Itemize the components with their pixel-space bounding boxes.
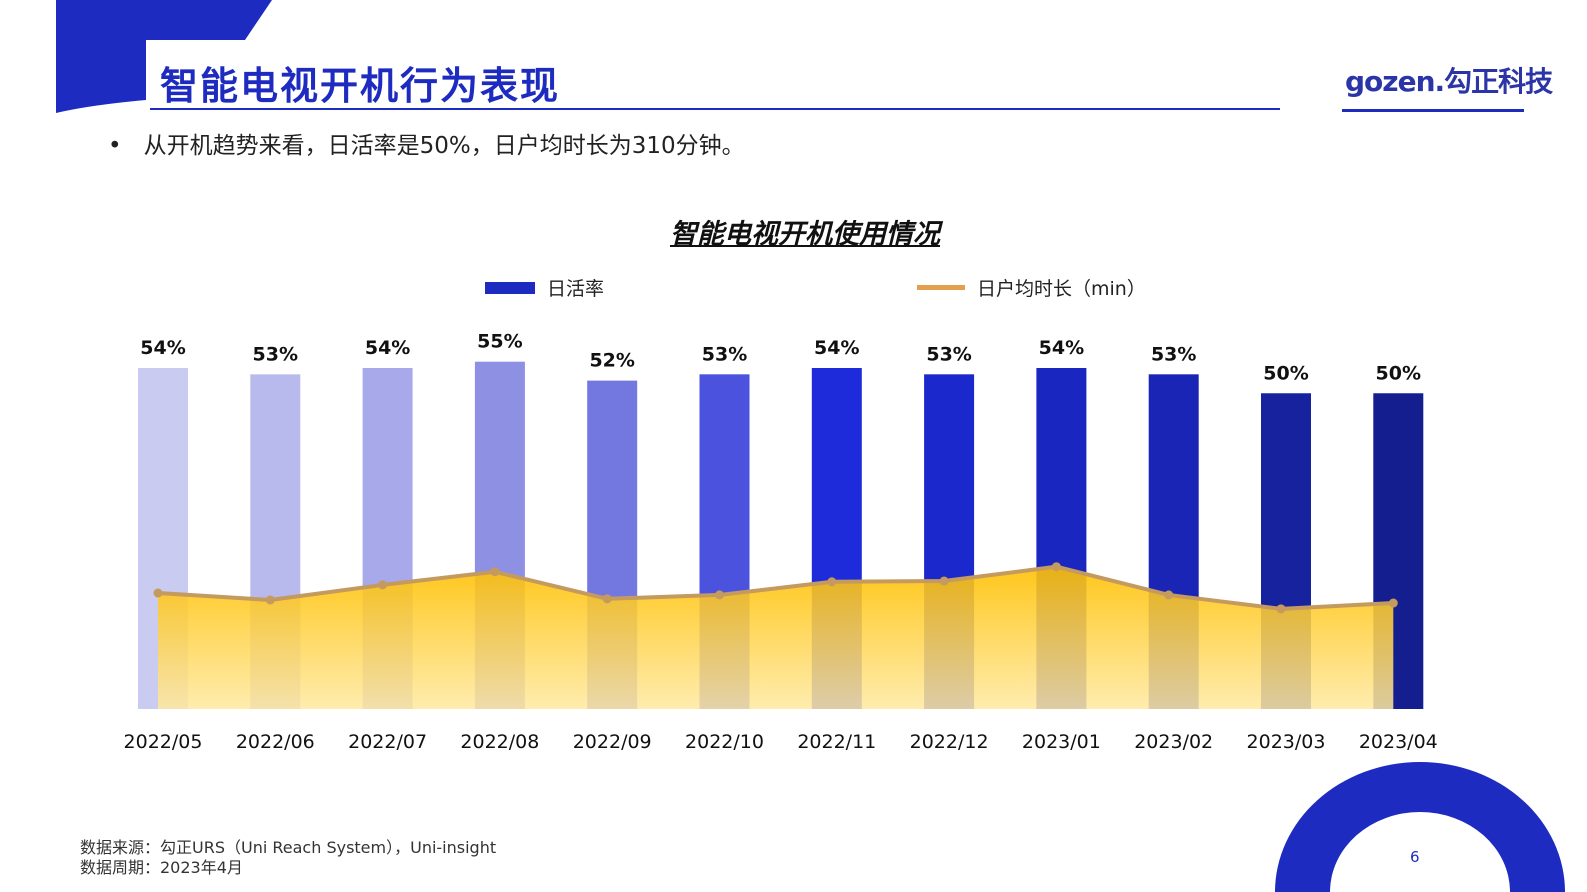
x-tick-label: 2022/09 <box>573 731 652 753</box>
x-tick-label: 2022/05 <box>124 731 203 753</box>
gozen-logo: gozen.勾正科技 <box>1345 65 1553 98</box>
legend-swatch <box>917 285 965 290</box>
line-point <box>1388 598 1398 608</box>
legend-item-bar: 日活率 <box>485 274 604 301</box>
line-point <box>602 594 612 604</box>
legend-item-line: 日户均时长（min） <box>917 274 1146 301</box>
line-point <box>265 595 275 605</box>
line-point <box>153 588 163 598</box>
bar-data-label: 53% <box>253 343 298 365</box>
legend-label: 日活率 <box>547 278 605 300</box>
x-tick-label: 2022/07 <box>348 731 427 753</box>
line-point <box>827 577 837 587</box>
line-point <box>378 580 388 590</box>
page-title: 智能电视开机行为表现 <box>160 64 561 108</box>
bar-data-label: 54% <box>365 337 410 359</box>
bar-data-label: 53% <box>926 343 971 365</box>
x-tick-label: 2023/03 <box>1247 731 1326 753</box>
bar-data-label: 53% <box>702 343 747 365</box>
line-point <box>715 590 724 600</box>
x-tick-label: 2022/11 <box>797 731 876 753</box>
bar-data-label: 52% <box>589 350 634 372</box>
corner-arc <box>1275 762 1565 892</box>
legend-label: 日户均时长（min） <box>977 278 1146 300</box>
bar-data-label: 55% <box>477 331 522 353</box>
bar-data-label: 54% <box>814 337 859 359</box>
source-text: 数据来源：勾正URS（Uni Reach System），Uni-insight <box>80 838 497 857</box>
title-underline <box>150 108 1280 110</box>
line-series <box>157 564 1394 611</box>
data-source: 数据来源：勾正URS（Uni Reach System），Uni-insight… <box>80 838 496 878</box>
area-fill <box>158 566 1394 709</box>
bullet-text: 从开机趋势来看，日活率是50%，日户均时长为310分钟。 <box>143 133 745 159</box>
x-tick-label: 2022/12 <box>910 731 989 753</box>
page-number: 6 <box>1410 848 1420 866</box>
bar-data-label: 50% <box>1376 362 1421 384</box>
x-tick-label: 2023/01 <box>1022 731 1101 753</box>
x-tick-label: 2022/10 <box>685 731 764 753</box>
line-point <box>1051 562 1061 572</box>
chart-title: 智能电视开机使用情况 <box>670 219 940 250</box>
bar-data-label: 54% <box>140 337 185 359</box>
line-point <box>939 576 949 586</box>
bar-data-label: 54% <box>1039 337 1084 359</box>
x-tick-label: 2022/06 <box>236 731 315 753</box>
x-tick-label: 2023/02 <box>1134 731 1213 753</box>
x-tick-label: 2023/04 <box>1359 731 1438 753</box>
logo-underline <box>1342 109 1524 112</box>
legend-swatch <box>485 281 535 294</box>
bar-data-label: 50% <box>1263 362 1308 384</box>
line-point <box>490 567 500 577</box>
period-text: 数据周期：2023年4月 <box>80 858 243 877</box>
line-point <box>1164 590 1174 600</box>
corner-shape <box>56 0 272 113</box>
line-point <box>1276 604 1286 614</box>
bar-data-label: 53% <box>1151 343 1196 365</box>
x-tick-label: 2022/08 <box>460 731 539 753</box>
bullet-point: • 从开机趋势来看，日活率是50%，日户均时长为310分钟。 <box>108 133 745 159</box>
